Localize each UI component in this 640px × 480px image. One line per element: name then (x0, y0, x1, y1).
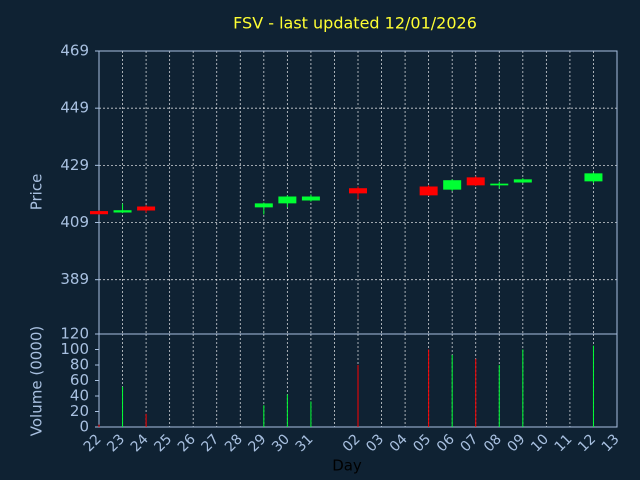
candle-body (278, 196, 297, 204)
volume-bar (145, 413, 147, 427)
candle-body (419, 186, 438, 196)
volume-tick-label: 120 (60, 325, 89, 343)
volume-bar (286, 394, 288, 427)
y-tick-label: 449 (60, 99, 89, 117)
candle-body (301, 196, 320, 201)
volume-bar (592, 345, 594, 427)
volume-tick-label: 0 (79, 418, 89, 436)
candle-body (254, 203, 273, 208)
candle-body (466, 177, 485, 186)
candle-body (443, 180, 462, 190)
candle-body (584, 173, 603, 182)
volume-tick-label: 40 (70, 387, 89, 405)
volume-tick-label: 80 (70, 356, 89, 374)
chart-title: FSV - last updated 12/01/2026 (233, 14, 477, 33)
y-tick-label: 409 (60, 213, 89, 231)
volume-bar (263, 405, 265, 427)
candle-body (490, 183, 509, 186)
volume-bar (475, 358, 477, 427)
y-tick-label: 389 (60, 270, 89, 288)
volume-bar (310, 401, 312, 427)
volume-bar (522, 349, 524, 427)
volume-bar (451, 354, 453, 427)
candle-body (513, 179, 532, 183)
y-tick-label: 429 (60, 156, 89, 174)
volume-bar (428, 349, 430, 427)
candle-body (349, 188, 367, 194)
candle-body (113, 210, 132, 213)
candle-body (90, 211, 108, 215)
volume-axis-label: Volume (0000) (28, 326, 46, 436)
volume-tick-label: 60 (70, 371, 89, 389)
volume-tick-label: 20 (70, 402, 89, 420)
volume-bar (98, 424, 100, 427)
y-axis-label: Price (28, 174, 46, 211)
candle-body (137, 206, 156, 211)
volume-bar (122, 386, 124, 427)
y-tick-label: 469 (60, 42, 89, 60)
volume-tick-label: 100 (60, 340, 89, 358)
volume-bar (498, 365, 500, 427)
volume-bar (357, 365, 359, 427)
x-axis-label: Day (332, 457, 362, 475)
